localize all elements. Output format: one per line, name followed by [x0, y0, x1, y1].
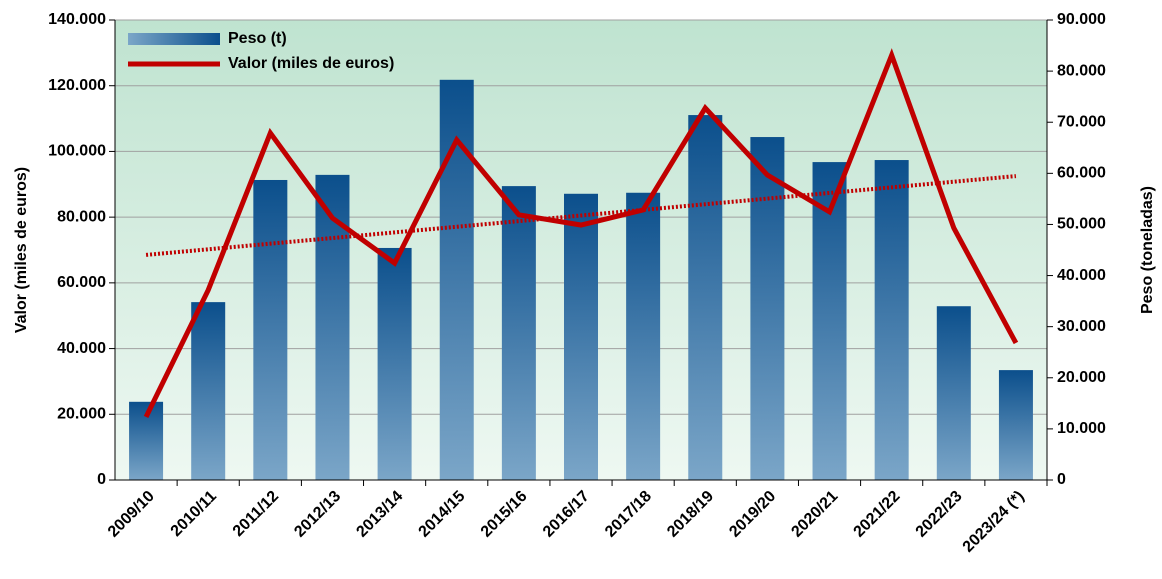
y2-tick-label: 50.000 — [1057, 216, 1106, 233]
x-tick-label: 2010/11 — [168, 488, 220, 540]
x-tick-label: 2020/21 — [788, 488, 841, 541]
x-tick-label: 2019/20 — [726, 488, 779, 541]
bar — [253, 179, 288, 480]
y-tick-label: 0 — [97, 471, 106, 488]
bar — [439, 79, 474, 481]
bar — [377, 247, 412, 480]
y-axis-title: Valor (miles de euros) — [13, 167, 30, 333]
x-tick-label: 2016/17 — [540, 488, 593, 541]
y2-tick-label: 60.000 — [1057, 165, 1106, 182]
y-tick-label: 80.000 — [57, 208, 106, 225]
y2-tick-label: 30.000 — [1057, 318, 1106, 335]
bar — [998, 370, 1033, 480]
bar — [750, 137, 785, 481]
y2-tick-label: 90.000 — [1057, 11, 1106, 28]
trendline — [145, 174, 1017, 257]
x-tick-label: 2012/13 — [291, 488, 344, 541]
y-tick-label: 40.000 — [57, 340, 106, 357]
y-tick-label: 100.000 — [48, 143, 106, 160]
x-tick-label: 2017/18 — [602, 488, 655, 541]
legend-label: Valor (miles de euros) — [228, 55, 394, 72]
line — [143, 48, 1019, 419]
x-tick-label: 2021/22 — [851, 488, 904, 541]
bar — [191, 302, 226, 480]
y2-tick-label: 10.000 — [1057, 420, 1106, 437]
y2-tick-label: 70.000 — [1057, 113, 1106, 130]
x-tick-label: 2013/14 — [353, 488, 406, 541]
y2-tick-label: 40.000 — [1057, 267, 1106, 284]
y2-axis-title: Peso (toneladas) — [1139, 186, 1156, 314]
legend-swatch — [128, 33, 220, 45]
y2-tick-label: 20.000 — [1057, 369, 1106, 386]
y2-tick-label: 80.000 — [1057, 62, 1106, 79]
bar — [626, 192, 661, 480]
y-tick-label: 60.000 — [57, 274, 106, 291]
x-tick-label: 2009/10 — [105, 488, 158, 541]
y-tick-label: 120.000 — [48, 77, 106, 94]
x-tick-label: 2018/19 — [664, 488, 717, 541]
x-tick-label: 2015/16 — [478, 488, 531, 541]
bar — [936, 306, 971, 480]
x-tick-label: 2011/12 — [230, 488, 282, 540]
bar — [501, 186, 536, 480]
y2-tick-label: 0 — [1057, 471, 1066, 488]
x-tick-label: 2022/23 — [913, 488, 966, 541]
bar — [812, 162, 847, 481]
bar — [564, 193, 598, 480]
bar — [688, 115, 723, 481]
x-tick-label: 2014/15 — [416, 488, 469, 541]
y-tick-label: 20.000 — [57, 406, 106, 423]
bar — [874, 160, 909, 481]
y-tick-label: 140.000 — [48, 11, 106, 28]
x-tick-label: 2023/24 (*) — [960, 488, 1028, 556]
legend-label: Peso (t) — [228, 30, 287, 47]
